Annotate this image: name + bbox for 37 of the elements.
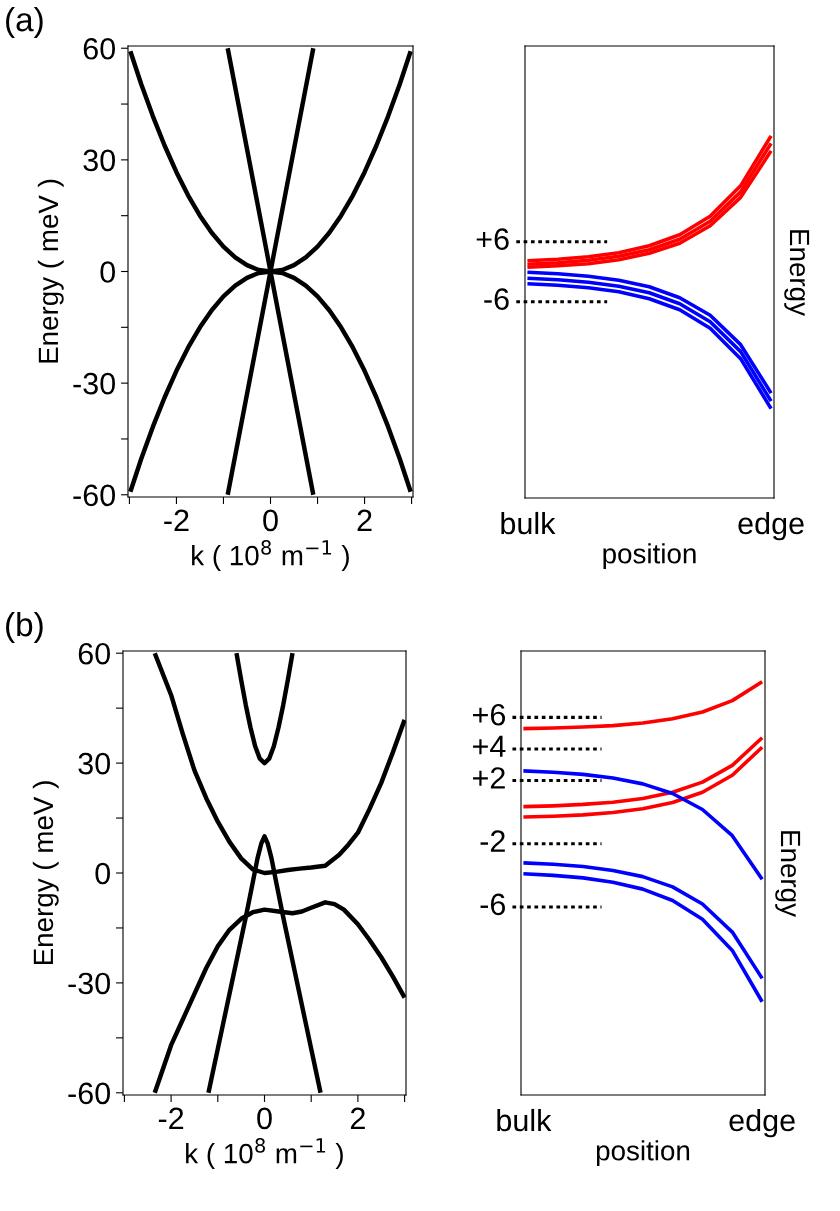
x-axis-title: position — [596, 1140, 690, 1167]
ref-line-label: +2 — [473, 767, 505, 789]
y-tick-label: -60 — [73, 484, 115, 507]
ref-line-label: +4 — [473, 735, 506, 757]
x-tick-label: -2 — [158, 1107, 184, 1129]
x-tick-label: 2 — [357, 509, 372, 531]
y-tick-label: 0 — [95, 862, 110, 885]
y-axis-title: Energy ( meV ) — [37, 179, 64, 363]
y-tick-label: -60 — [68, 1082, 110, 1105]
x-tick-label: -2 — [164, 509, 189, 531]
chart-title: (a) — [6, 6, 43, 38]
y-axis-title: Energy ( meV ) — [32, 781, 59, 965]
ref-line-label: -6 — [484, 288, 509, 310]
x-tick-label: 2 — [350, 1107, 365, 1129]
y-tick-label: -30 — [68, 972, 110, 995]
chart-title: (b) — [6, 611, 43, 643]
y-tick-label: -30 — [73, 372, 115, 395]
x-axis-title: position — [603, 543, 696, 570]
ref-line-label: -2 — [480, 830, 505, 852]
ref-line-label: -6 — [480, 893, 506, 916]
y-tick-label: 0 — [100, 261, 115, 283]
x-axis-title: k ( 10$^{8}$ m$^{−1}$ ) — [192, 540, 349, 571]
y-tick-label: 30 — [83, 149, 115, 172]
x-tick-label: edge — [729, 1108, 795, 1138]
x-tick-label: bulk — [497, 1108, 552, 1132]
x-tick-label: 0 — [257, 1107, 272, 1130]
x-tick-label: bulk — [501, 511, 556, 535]
x-tick-label: edge — [738, 511, 804, 541]
ref-line-label: +6 — [476, 228, 509, 250]
y-axis-title: Energy — [775, 831, 801, 917]
y-axis-title: Energy — [784, 230, 810, 316]
y-tick-label: 60 — [83, 37, 115, 60]
x-tick-label: 0 — [263, 509, 278, 532]
x-axis-title: k ( 10$^{8}$ m$^{−1}$ ) — [186, 1138, 343, 1169]
y-tick-label: 60 — [78, 642, 110, 665]
ref-line-label: +6 — [473, 703, 506, 726]
y-tick-label: 30 — [78, 752, 110, 775]
